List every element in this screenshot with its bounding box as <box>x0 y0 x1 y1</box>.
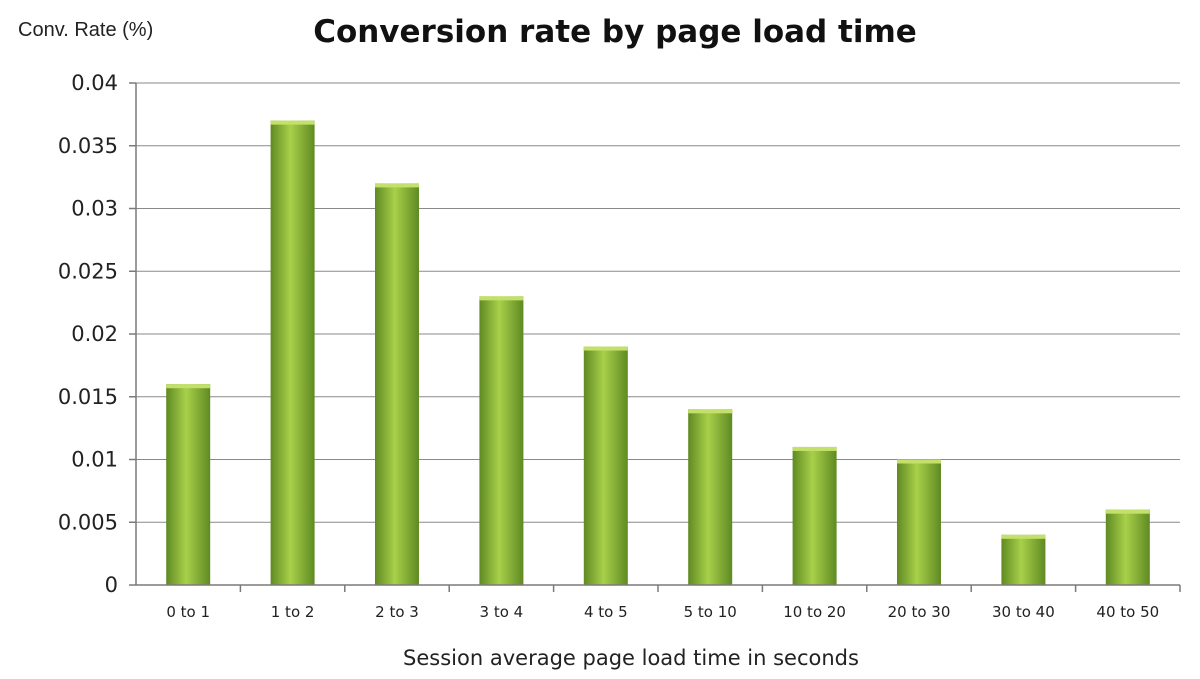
bar-top-highlight <box>166 384 211 389</box>
bar-top-highlight <box>583 346 628 351</box>
y-axis-label: Conv. Rate (%) <box>18 19 153 41</box>
y-tick-label: 0.025 <box>58 259 118 283</box>
bar-top-highlight <box>270 120 315 125</box>
bar <box>792 446 837 585</box>
bar <box>897 459 941 585</box>
x-tick-label: 0 to 1 <box>166 603 210 621</box>
bar-top-highlight <box>897 459 941 464</box>
bar <box>583 346 628 585</box>
y-tick-label: 0.005 <box>58 510 118 534</box>
y-tick-labels: 0 0.005 0.01 0.015 0.02 0.025 0.03 0.035 0.04 <box>58 71 118 597</box>
bar <box>166 384 211 585</box>
bar-top-highlight <box>375 183 419 188</box>
y-tick-label: 0.01 <box>71 448 118 472</box>
x-tick-label: 4 to 5 <box>584 603 628 621</box>
bar-top-highlight <box>479 296 524 301</box>
bar <box>1105 509 1150 585</box>
x-tick-label: 20 to 30 <box>888 603 951 621</box>
x-tick-label: 10 to 20 <box>783 603 846 621</box>
bar <box>479 296 524 585</box>
x-tick-label: 5 to 10 <box>684 603 737 621</box>
bar-top-highlight <box>1105 509 1150 514</box>
y-tick-label: 0.015 <box>58 385 118 409</box>
y-tick-label: 0.03 <box>71 197 118 221</box>
bars <box>166 120 1150 586</box>
chart-title: Conversion rate by page load time <box>313 14 917 50</box>
x-tick-label: 3 to 4 <box>480 603 524 621</box>
bar <box>1001 534 1046 585</box>
x-tick-label: 40 to 50 <box>1096 603 1159 621</box>
x-tick-label: 1 to 2 <box>271 603 315 621</box>
y-tick-label: 0.04 <box>71 71 118 95</box>
bar <box>375 183 419 585</box>
x-tick-labels: 0 to 1 1 to 2 2 to 3 3 to 4 4 to 5 5 to 10 10 … <box>166 603 1159 621</box>
y-tick-label: 0.02 <box>71 322 118 346</box>
bar <box>270 120 315 586</box>
y-tick-label: 0 <box>105 573 118 597</box>
bar-top-highlight <box>792 446 837 451</box>
axes <box>135 83 1181 592</box>
x-tick-label: 2 to 3 <box>375 603 419 621</box>
bar <box>688 409 733 585</box>
x-axis-label: Session average page load time in second… <box>403 646 859 670</box>
bar-top-highlight <box>688 409 733 414</box>
bar-top-highlight <box>1001 534 1046 539</box>
y-tick-label: 0.035 <box>58 134 118 158</box>
x-tick-label: 30 to 40 <box>992 603 1055 621</box>
